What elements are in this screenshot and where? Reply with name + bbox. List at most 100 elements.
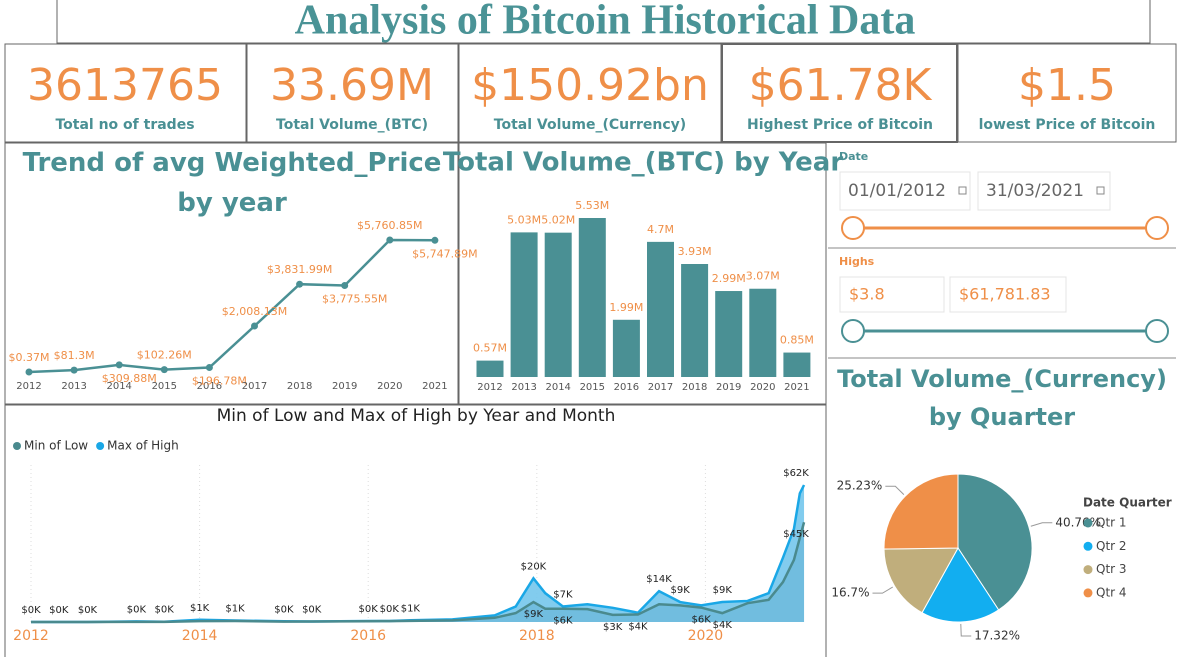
legend-label: Min of Low: [24, 439, 88, 453]
area: [31, 485, 805, 622]
legend-label: Qtr 3: [1096, 562, 1127, 576]
bar: [681, 264, 709, 377]
data-label: $9K: [524, 609, 544, 620]
data-label: $196.78M: [192, 374, 247, 387]
card-value: 3613765: [27, 60, 223, 111]
x-tick-label: 2017: [242, 381, 267, 392]
data-label: $7K: [553, 589, 573, 600]
data-label: $0K: [380, 604, 400, 615]
data-label: $5,747.89M: [412, 247, 477, 260]
chart-title: Total Volume_(Currency) by Quarter: [837, 365, 1167, 431]
data-label: $3,831.99M: [267, 263, 332, 276]
legend-label: Qtr 1: [1096, 516, 1127, 530]
x-tick-label: 2018: [682, 382, 707, 393]
data-label: $3K: [603, 622, 623, 633]
x-tick-label: 2018: [287, 381, 312, 392]
x-tick-label: 2021: [422, 381, 447, 392]
x-tick-label: 2016: [197, 381, 222, 392]
leader-line: [885, 485, 905, 496]
data-label: $3,775.55M: [322, 292, 387, 305]
range-input[interactable]: [949, 276, 1067, 313]
x-tick-label: 2014: [182, 628, 218, 644]
legend-label: Qtr 2: [1096, 539, 1127, 553]
slider-handle[interactable]: [1145, 319, 1169, 343]
legend-marker: [13, 442, 21, 450]
slider-handle[interactable]: [841, 319, 865, 343]
x-tick-label: 2013: [511, 382, 536, 393]
slider-handle[interactable]: [1145, 216, 1169, 240]
x-tick-label: 2016: [350, 628, 386, 644]
line: [28, 238, 435, 374]
x-tick-label: 2012: [16, 381, 41, 392]
data-label: $102.26M: [137, 349, 192, 362]
x-tick-label: 2019: [716, 382, 741, 393]
data-label: $6K: [692, 615, 712, 626]
date-input[interactable]: [977, 171, 1111, 211]
leader-line: [1030, 522, 1053, 527]
data-label: 5.02M: [541, 214, 575, 227]
card: [721, 43, 958, 143]
data-label: $4K: [628, 621, 648, 632]
slicer-label: Highs: [839, 255, 875, 268]
data-label: 4.7M: [647, 223, 674, 236]
bar: [647, 241, 674, 377]
x-tick-label: 2012: [13, 628, 49, 644]
data-label: 5.03M: [507, 213, 541, 226]
point: [296, 280, 304, 288]
bar: [510, 232, 538, 377]
card-label: Total Volume_(Currency): [494, 117, 686, 133]
leader-line: [872, 586, 894, 594]
data-label: $4K: [713, 620, 733, 631]
x-tick-label: 2015: [580, 382, 605, 393]
pie-slice: [883, 547, 959, 614]
x-tick-label: 2020: [750, 382, 775, 393]
bar: [544, 232, 572, 377]
panel: [4, 142, 459, 405]
line: [30, 484, 806, 624]
point: [205, 363, 213, 371]
legend-label: Qtr 4: [1096, 585, 1127, 599]
point: [341, 281, 349, 289]
data-label: 1.99M: [609, 301, 643, 314]
data-label: 2.99M: [712, 272, 746, 285]
calendar-icon[interactable]: [958, 186, 967, 195]
x-tick-label: 2020: [688, 628, 724, 644]
data-label: 17.32%: [974, 628, 1020, 642]
data-label: $14K: [646, 574, 672, 585]
legend-marker: [1083, 518, 1093, 528]
legend-label: Max of High: [107, 439, 179, 453]
card-label: Highest Price of Bitcoin: [747, 117, 933, 133]
legend-marker: [1083, 565, 1093, 575]
data-label: $309.88M: [102, 372, 157, 385]
data-label: 3.07M: [746, 270, 780, 283]
data-label: $0K: [359, 604, 379, 615]
calendar-icon[interactable]: [1096, 186, 1105, 195]
data-label: 3.93M: [678, 245, 712, 258]
data-label: $9K: [670, 585, 690, 596]
x-tick-label: 2014: [106, 381, 131, 392]
bar: [578, 218, 606, 377]
slider-handle[interactable]: [841, 216, 865, 240]
data-label: $81.3M: [54, 349, 95, 362]
bar: [749, 288, 777, 377]
leader-line: [960, 623, 972, 637]
date-input[interactable]: [839, 171, 971, 211]
range-input[interactable]: [839, 276, 945, 313]
card: [458, 43, 722, 143]
date-to: 31/03/2021: [986, 181, 1084, 201]
x-tick-label: 2021: [784, 382, 809, 393]
x-tick-label: 2020: [377, 381, 402, 392]
data-label: $0K: [127, 604, 147, 615]
dashboard-title: Analysis of Bitcoin Historical Data: [295, 0, 916, 44]
legend-title: Date Quarter: [1083, 496, 1172, 510]
chart-title: Total Volume_(BTC) by Year: [443, 148, 843, 178]
chart-title: Min of Low and Max of High by Year and M…: [217, 406, 616, 426]
bar: [715, 291, 743, 377]
x-tick-label: 2015: [152, 381, 177, 392]
data-label: $0K: [274, 604, 294, 615]
point: [25, 368, 33, 376]
point: [115, 361, 123, 369]
point: [386, 236, 394, 244]
data-label: $6K: [553, 616, 573, 627]
data-label: 40.76%: [1055, 515, 1101, 529]
